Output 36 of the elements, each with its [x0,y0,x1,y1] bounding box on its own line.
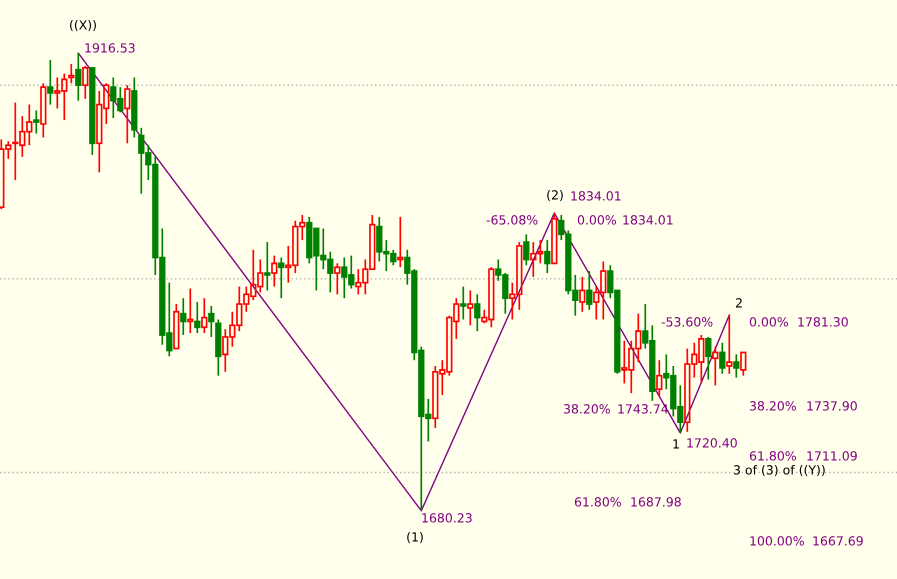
annotation: 3 of (3) of ((Y)) [734,464,825,476]
annotation: (2) [547,190,563,202]
annotation: 1834.01 [571,191,621,201]
candlestick [75,52,82,102]
annotation: 0.00% [578,215,616,225]
text: 1667.69 [813,536,863,546]
text: 1711.09 [807,451,857,461]
annotation: 1 [673,439,679,448]
text: 38.20% [750,401,796,411]
annotation: (1) [407,532,423,544]
candlestick [544,239,550,274]
annotation: -65.08% [486,215,538,225]
candlestick [579,276,586,313]
candlestick [47,59,54,106]
annotation: 1687.98 [631,497,681,507]
annotation: ((X)) [70,20,96,32]
text: 61.80% [750,451,796,461]
annotation: 61.80% [574,497,621,507]
annotation: 38.20% [564,404,610,414]
annotation: 1680.23 [422,513,472,523]
annotation: -53.60% [662,317,712,327]
candlestick [474,294,480,332]
text: 1737.90 [807,401,857,411]
candlestick [460,286,466,320]
annotation: 2 [736,298,742,308]
candlestick [33,110,40,134]
annotation: 1834.01 [623,215,673,225]
candlestick [264,241,270,292]
text: 100.00% [750,536,804,546]
candlestick [467,290,474,326]
candlestick [180,297,186,336]
text: 0.00% [750,317,788,327]
text: 1781.30 [798,317,848,327]
candlestick [187,288,194,334]
annotation: 1916.53 [85,43,135,53]
annotation: 1720.40 [687,438,737,448]
